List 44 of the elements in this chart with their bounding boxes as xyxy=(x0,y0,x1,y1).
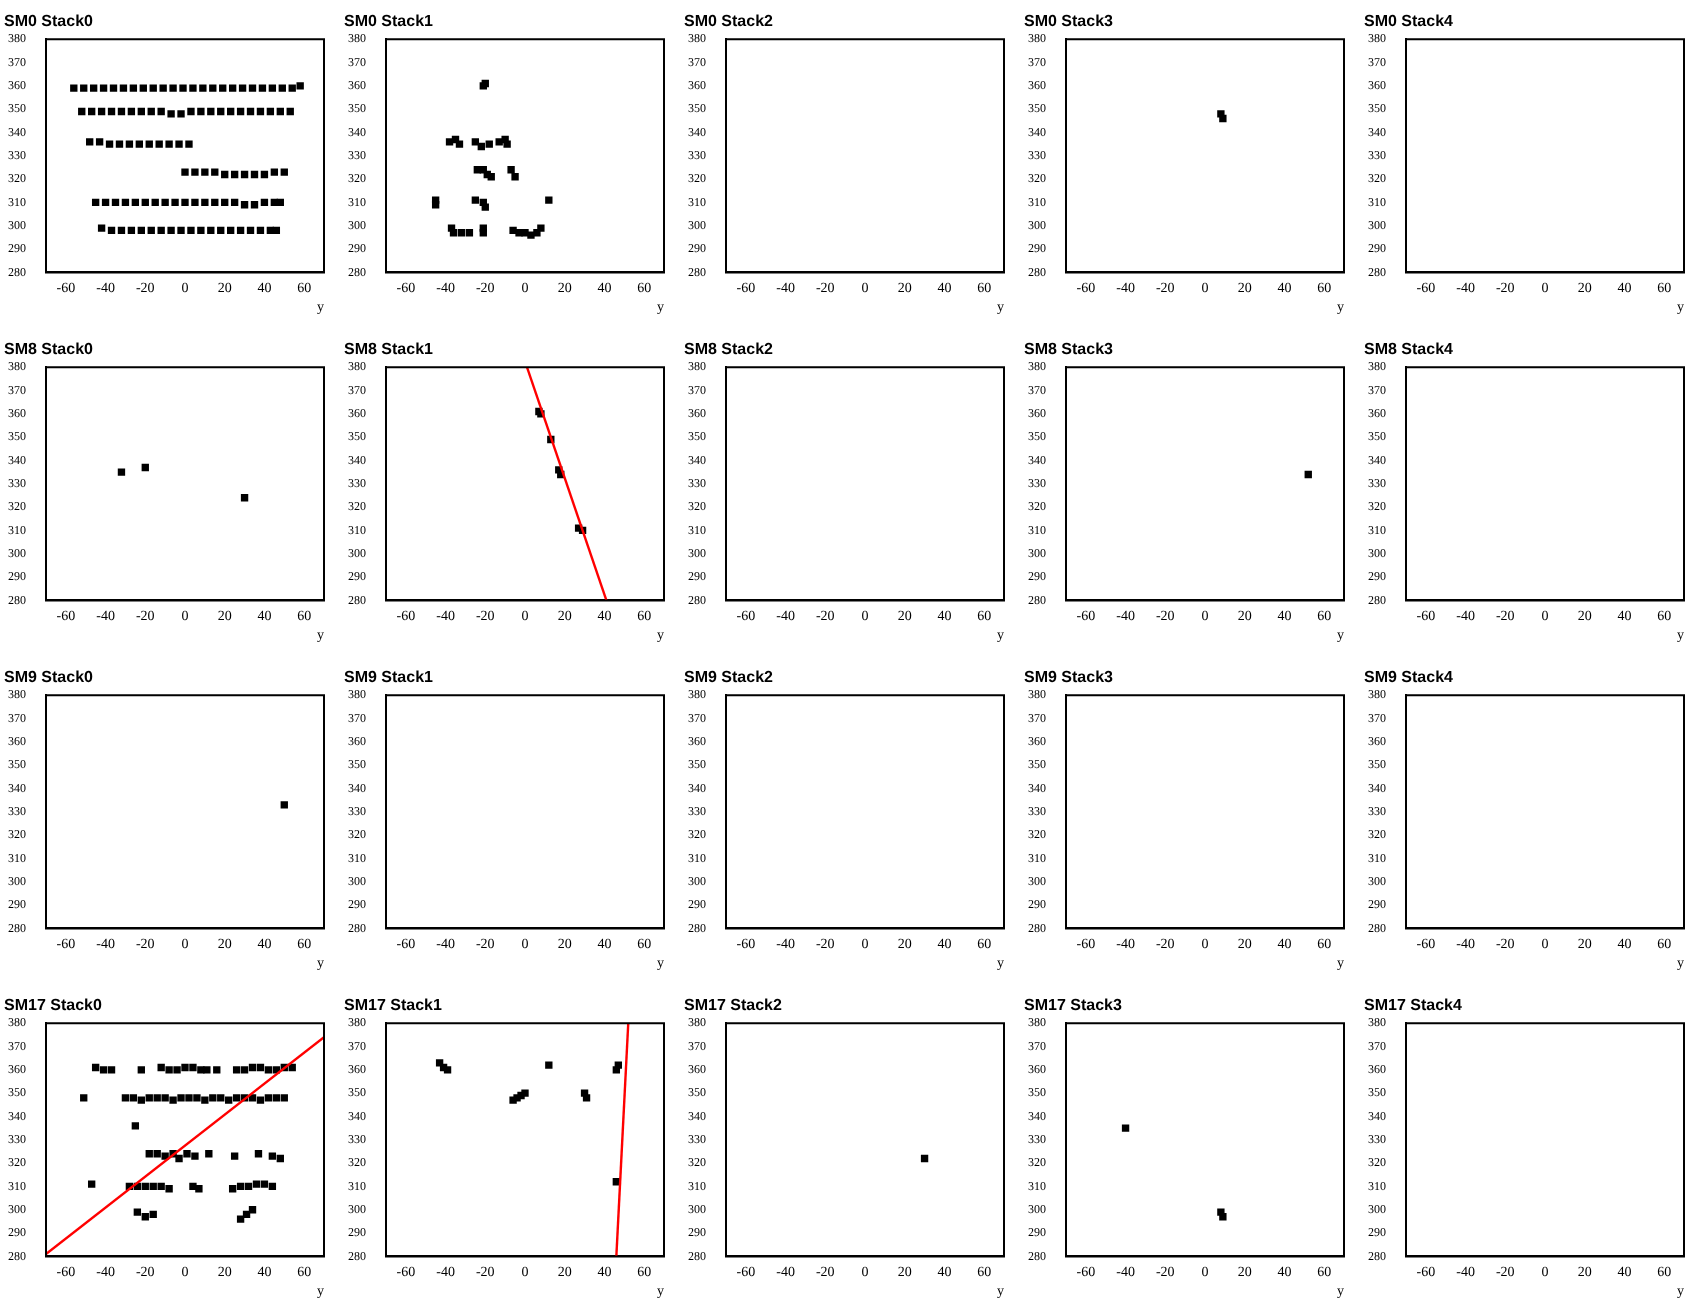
chart-title: SM8 Stack3 xyxy=(1024,340,1115,359)
point xyxy=(141,463,149,472)
chart-title: SM0 Stack4 xyxy=(1364,12,1455,31)
chart-title: SM0 Stack1 xyxy=(344,12,435,31)
chart-title: SM9 Stack1 xyxy=(344,668,435,687)
point xyxy=(527,231,535,239)
chart-title: SM9 Stack2 xyxy=(684,668,775,687)
point xyxy=(545,1061,553,1069)
point xyxy=(479,229,487,237)
point xyxy=(449,229,458,237)
point xyxy=(1121,1124,1130,1132)
chart-title: SM8 Stack2 xyxy=(684,340,775,359)
point xyxy=(117,468,126,476)
chart-title: SM8 Stack0 xyxy=(4,340,95,359)
point xyxy=(545,196,553,204)
chart-title: SM0 Stack2 xyxy=(684,12,775,31)
chart-title: SM17 Stack2 xyxy=(684,996,783,1015)
chart-title: SM17 Stack4 xyxy=(1364,996,1463,1015)
chart-title: SM0 Stack0 xyxy=(4,12,95,31)
point xyxy=(503,140,511,148)
point xyxy=(481,203,489,211)
chart-title: SM9 Stack3 xyxy=(1024,668,1115,687)
chart-title: SM9 Stack4 xyxy=(1364,668,1455,687)
point xyxy=(471,196,480,204)
point xyxy=(455,140,464,148)
point xyxy=(465,229,474,237)
chart-title: SM17 Stack1 xyxy=(344,996,443,1015)
point xyxy=(511,173,519,181)
point xyxy=(431,201,440,209)
point xyxy=(537,224,545,232)
chart-title: SM8 Stack1 xyxy=(344,340,435,359)
point xyxy=(1219,1213,1227,1221)
chart-title: SM8 Stack4 xyxy=(1364,340,1455,359)
point xyxy=(582,1094,591,1102)
chart-title: SM17 Stack3 xyxy=(1024,996,1123,1015)
point xyxy=(457,229,466,237)
point xyxy=(485,140,493,148)
point xyxy=(477,142,485,151)
point xyxy=(507,166,515,174)
chart-title: SM17 Stack0 xyxy=(4,996,103,1015)
chart-title: SM9 Stack0 xyxy=(4,668,95,687)
point xyxy=(614,1061,623,1069)
point xyxy=(240,494,249,502)
chart-title: SM0 Stack3 xyxy=(1024,12,1115,31)
